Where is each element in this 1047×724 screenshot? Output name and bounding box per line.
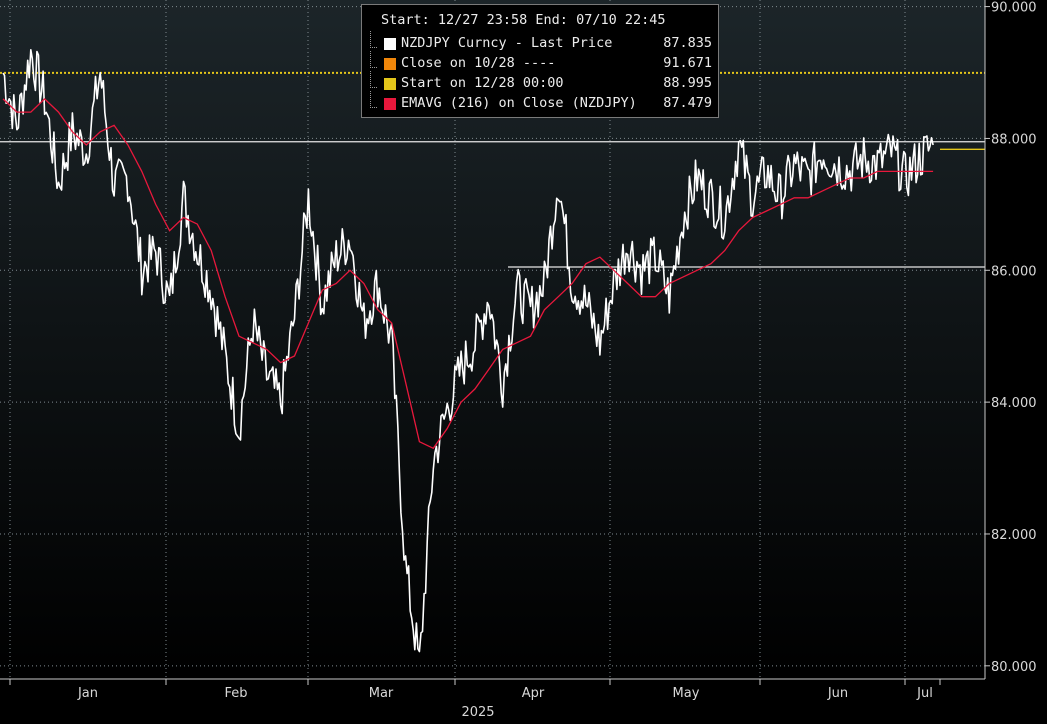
legend-label-ema: EMAVG (216) on Close (NZDJPY) (401, 95, 637, 111)
legend-value-close: 91.671 (663, 55, 712, 71)
tree-connector (370, 31, 377, 48)
x-tick-label: Jul (916, 686, 933, 701)
x-tick-label: Feb (224, 686, 247, 701)
legend-row-ema[interactable]: EMAVG (216) on Close (NZDJPY) 87.479 (362, 91, 718, 115)
legend-label-last-price: NZDJPY Curncy - Last Price (401, 35, 613, 51)
chart-legend: Start: 12/27 23:58 End: 07/10 22:45 NZDJ… (361, 4, 719, 118)
legend-header: Start: 12/27 23:58 End: 07/10 22:45 (381, 12, 666, 28)
y-tick-label: 80.000 (991, 660, 1037, 675)
legend-swatch-last-price (384, 38, 396, 50)
axes (0, 0, 986, 680)
x-tick-label: Jun (827, 686, 848, 701)
y-axis-ticks: 80.000 82.000 84.000 86.000 88.000 90.000 (985, 1, 1037, 675)
tree-connector (370, 71, 377, 88)
x-axis-ticks: Jan Feb Mar Apr May Jun Jul (9, 679, 941, 701)
x-tick-label: May (673, 686, 700, 701)
tree-connector (370, 51, 377, 68)
series-line-ema (2, 98, 934, 450)
x-tick-label: Jan (77, 686, 98, 701)
y-tick-label: 88.000 (991, 132, 1037, 147)
series-line-last-price (2, 49, 934, 653)
legend-swatch-close (384, 58, 396, 70)
legend-value-start: 88.995 (663, 75, 712, 91)
legend-label-close: Close on 10/28 ---- (401, 55, 556, 71)
legend-swatch-ema (384, 98, 396, 110)
y-tick-label: 84.000 (991, 396, 1037, 411)
legend-row-start[interactable]: Start on 12/28 00:00 88.995 (362, 71, 718, 95)
tree-connector (370, 91, 377, 108)
y-tick-label: 90.000 (991, 1, 1037, 16)
y-tick-label: 86.000 (991, 264, 1037, 279)
x-axis-year-label: 2025 (461, 705, 494, 720)
legend-row-last-price[interactable]: NZDJPY Curncy - Last Price 87.835 (362, 31, 718, 55)
x-tick-label: Apr (522, 686, 545, 701)
series (2, 49, 934, 653)
legend-row-close[interactable]: Close on 10/28 ---- 91.671 (362, 51, 718, 75)
y-tick-label: 82.000 (991, 528, 1037, 543)
legend-value-last-price: 87.835 (663, 35, 712, 51)
legend-swatch-start (384, 78, 396, 90)
legend-label-start: Start on 12/28 00:00 (401, 75, 564, 91)
legend-value-ema: 87.479 (663, 95, 712, 111)
x-tick-label: Mar (369, 686, 394, 701)
